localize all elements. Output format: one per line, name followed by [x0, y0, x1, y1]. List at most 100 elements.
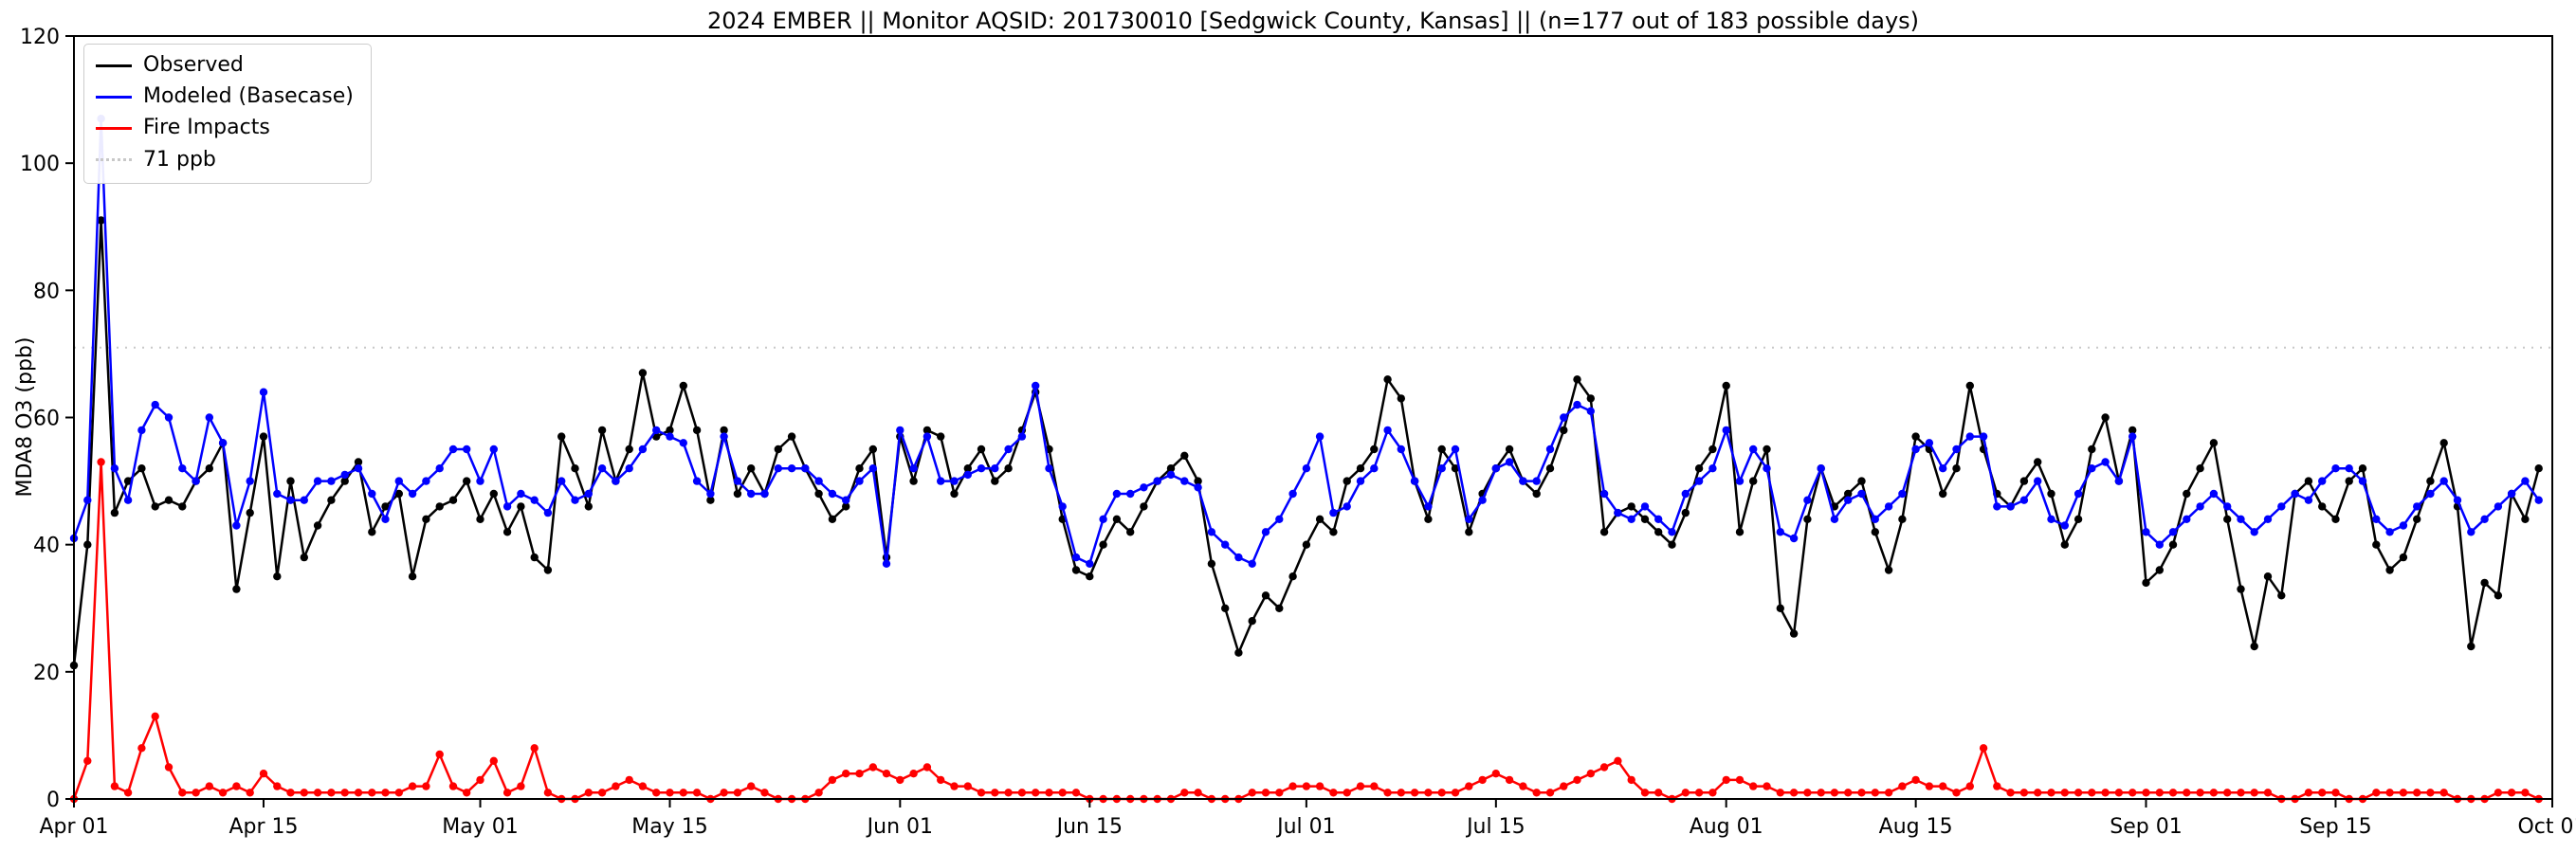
series-fire-impacts-marker [83, 756, 92, 765]
series-modeled-basecase-marker [1776, 528, 1785, 536]
series-fire-impacts-marker [1708, 789, 1717, 797]
series-modeled-basecase-marker [1166, 470, 1176, 480]
series-modeled-basecase-marker [327, 477, 336, 485]
series-modeled-basecase-marker [1708, 464, 1717, 473]
series-fire-impacts-marker [2250, 789, 2258, 797]
series-modeled-basecase-marker [381, 515, 390, 523]
series-observed-marker [286, 477, 295, 485]
y-tick-label: 80 [33, 280, 60, 303]
series-fire-impacts-marker [1519, 782, 1527, 790]
series-modeled-basecase-marker [679, 439, 687, 447]
series-observed-marker [123, 477, 133, 485]
series-fire-impacts-marker [1261, 789, 1270, 797]
series-fire-impacts-marker [733, 789, 742, 797]
series-observed-marker [205, 464, 213, 473]
series-fire-impacts-marker [517, 782, 525, 790]
series-observed-marker [1329, 528, 1338, 536]
series-observed-marker [1315, 515, 1325, 523]
series-modeled-basecase-marker [1343, 502, 1351, 511]
series-fire-impacts-marker [408, 782, 417, 790]
series-modeled-basecase-marker [1153, 477, 1161, 485]
series-modeled-basecase-marker [2318, 477, 2327, 485]
series-modeled-basecase-marker [625, 464, 633, 473]
series-fire-impacts-marker [2237, 789, 2245, 797]
series-observed-marker [1505, 445, 1514, 454]
series-fire-impacts-marker [1329, 789, 1338, 797]
series-modeled-basecase-marker [2237, 515, 2245, 523]
series-fire-impacts-marker [2413, 789, 2421, 797]
series-observed-marker [2142, 578, 2150, 588]
series-modeled-basecase-marker [1830, 515, 1839, 523]
series-modeled-basecase-marker [666, 432, 674, 441]
series-fire-impacts-marker [164, 763, 174, 771]
series-observed-marker [557, 432, 566, 441]
series-observed-marker [2345, 477, 2353, 485]
series-modeled-basecase-marker [2128, 432, 2137, 441]
series-modeled-basecase-marker [2101, 458, 2110, 466]
series-fire-impacts-marker [1965, 782, 1974, 790]
series-observed-marker [1343, 477, 1351, 485]
series-observed-marker [1776, 604, 1785, 612]
series-fire-impacts-marker [1776, 789, 1785, 797]
series-observed-marker [1573, 375, 1581, 384]
series-observed-marker [625, 445, 633, 454]
series-modeled-basecase-marker [123, 496, 133, 504]
series-fire-impacts-marker [259, 770, 268, 778]
series-modeled-basecase-marker [1817, 464, 1825, 473]
series-fire-impacts-marker [937, 775, 945, 785]
series-modeled-basecase-marker [747, 489, 756, 499]
series-fire-impacts-marker [814, 789, 823, 797]
series-observed-marker [2155, 566, 2164, 574]
series-modeled-basecase-marker [2358, 477, 2367, 485]
series-fire-impacts-marker [652, 789, 661, 797]
series-observed-marker [977, 445, 986, 454]
series-fire-impacts-marker [2101, 789, 2110, 797]
series-observed-marker [1586, 394, 1596, 403]
series-observed-marker [1545, 464, 1555, 473]
series-modeled-basecase-marker [774, 464, 782, 473]
series-observed-marker [1668, 540, 1676, 549]
series-observed-marker [543, 566, 553, 574]
series-observed-marker [855, 464, 864, 473]
series-modeled-basecase-marker [2142, 528, 2150, 536]
series-fire-impacts-marker [2304, 789, 2313, 797]
series-fire-impacts-marker [2385, 789, 2394, 797]
series-observed-marker [110, 508, 119, 517]
series-observed-marker [1221, 604, 1230, 612]
series-modeled-basecase-marker [368, 489, 376, 499]
series-modeled-basecase-marker [313, 477, 322, 485]
series-fire-impacts-marker [638, 782, 648, 790]
series-fire-impacts-marker [2142, 789, 2150, 797]
series-modeled-basecase-marker [1086, 559, 1094, 568]
series-observed-marker [1627, 502, 1635, 511]
series-modeled-basecase-marker [977, 464, 986, 473]
series-fire-impacts-marker [2128, 789, 2137, 797]
series-modeled-basecase-marker [1939, 464, 1947, 473]
series-observed-marker [1789, 629, 1799, 638]
x-tick-label: Jul 01 [1275, 815, 1336, 839]
series-fire-impacts-marker [720, 789, 728, 797]
series-modeled-basecase-marker [923, 432, 932, 441]
series-observed-marker [2019, 477, 2029, 485]
series-fire-impacts-marker [1789, 789, 1799, 797]
series-fire-impacts-marker [1599, 763, 1609, 771]
series-modeled-basecase-marker [2060, 521, 2069, 530]
series-observed-marker [1288, 572, 1297, 581]
series-fire-impacts-marker [1194, 789, 1202, 797]
series-observed-marker [394, 489, 403, 499]
series-fire-impacts-line [72, 461, 2540, 801]
series-observed-marker [868, 445, 877, 454]
series-modeled-basecase-marker [1207, 528, 1216, 536]
series-observed-marker [2168, 540, 2178, 549]
series-fire-impacts-marker [1939, 782, 1947, 790]
series-observed-marker [1532, 489, 1541, 499]
series-modeled-basecase-marker [502, 502, 512, 511]
series-modeled-basecase-marker [2277, 502, 2286, 511]
series-observed-marker [1071, 566, 1081, 574]
series-modeled-basecase-marker [354, 464, 363, 473]
series-modeled-basecase-marker [2183, 515, 2191, 523]
series-modeled-basecase-marker [2453, 496, 2462, 504]
series-modeled-basecase-marker [2385, 528, 2394, 536]
series-fire-impacts-marker [2060, 789, 2069, 797]
series-fire-impacts-marker [2074, 789, 2083, 797]
